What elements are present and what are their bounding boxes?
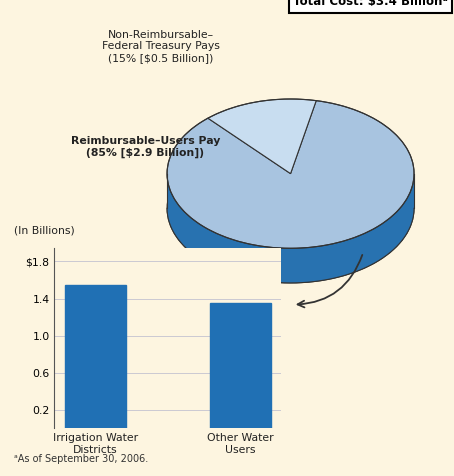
Text: Non-Reimbursable–
Federal Treasury Pays
(15% [$0.5 Billion]): Non-Reimbursable– Federal Treasury Pays … (102, 30, 220, 63)
Text: ᵃAs of September 30, 2006.: ᵃAs of September 30, 2006. (14, 454, 148, 464)
Bar (65, 285, 126, 428)
Polygon shape (167, 100, 414, 248)
Bar (210, 303, 271, 428)
Polygon shape (167, 174, 414, 283)
Text: (In Billions): (In Billions) (14, 226, 74, 236)
Polygon shape (208, 99, 316, 174)
Text: Total Cost: $3.4 Billionᵃ: Total Cost: $3.4 Billionᵃ (293, 0, 448, 9)
Text: Reimbursable–Users Pay
(85% [$2.9 Billion]): Reimbursable–Users Pay (85% [$2.9 Billio… (71, 136, 220, 158)
Ellipse shape (167, 134, 414, 283)
